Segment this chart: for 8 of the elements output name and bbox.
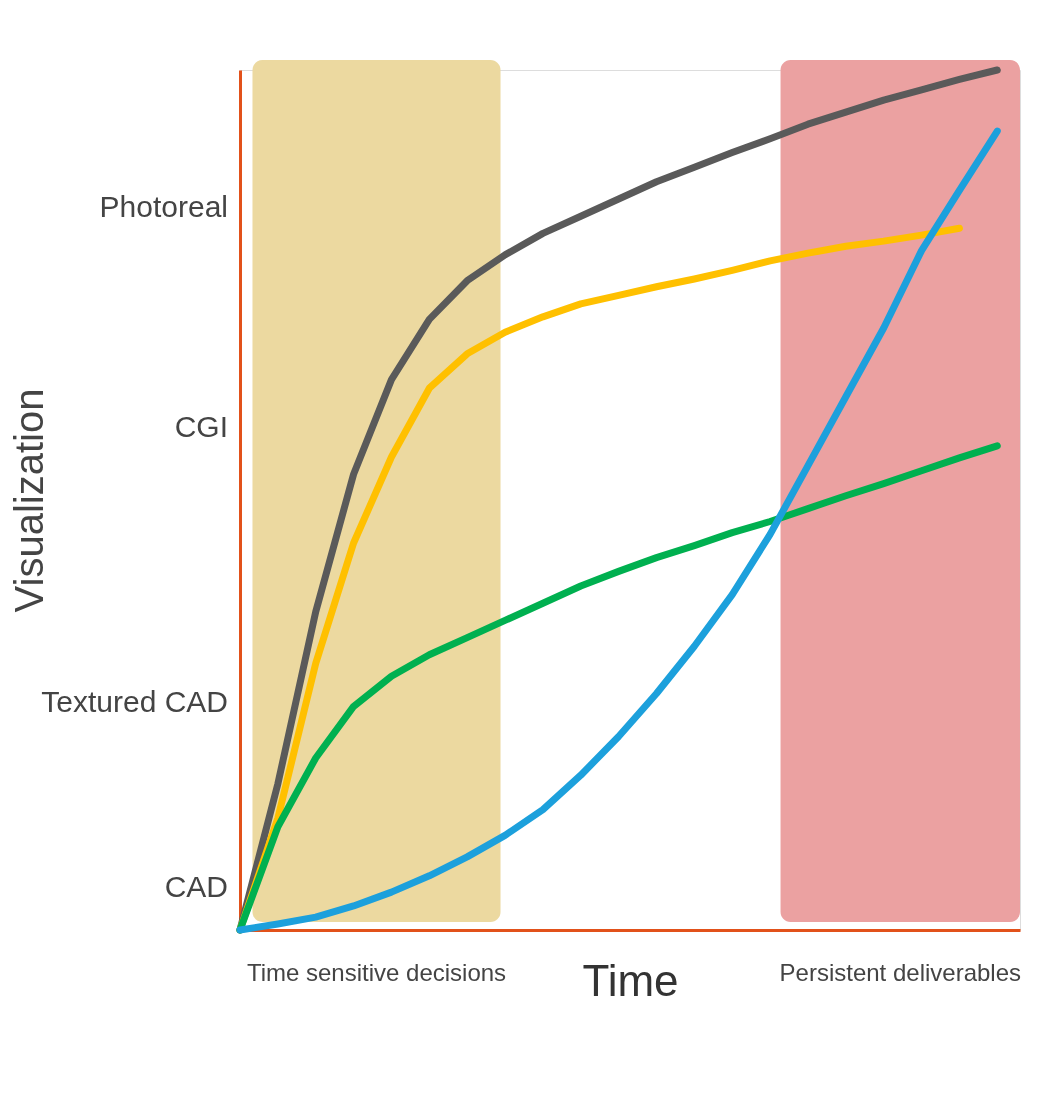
x-axis-title: Time	[582, 955, 679, 1005]
text: Time sensitive decisions	[246, 959, 507, 986]
text: Persistent deliverables	[779, 959, 1021, 986]
text: CAD	[164, 869, 228, 903]
text: Textured CAD	[41, 684, 228, 718]
text: CGI	[174, 409, 228, 443]
y-axis-title: Visualization	[6, 388, 51, 613]
text: Photoreal	[99, 190, 228, 224]
